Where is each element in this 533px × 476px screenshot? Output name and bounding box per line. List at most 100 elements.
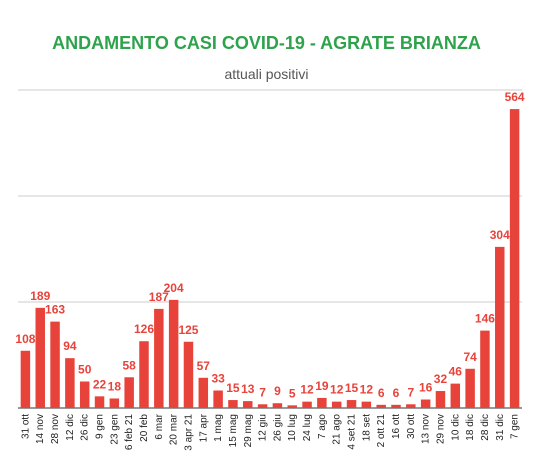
bar xyxy=(272,403,283,408)
x-tick-label: 2 ott 21 xyxy=(376,414,387,448)
gridlines xyxy=(18,89,522,409)
bar xyxy=(391,404,401,408)
bar xyxy=(361,401,372,408)
x-tick-label: 24 lug xyxy=(302,414,313,441)
x-tick-label: 10 lug xyxy=(287,414,298,441)
bar xyxy=(35,307,45,408)
x-tick-label: 29 mag xyxy=(243,414,254,447)
x-tick-label: 30 ott xyxy=(406,414,417,439)
x-tick-label: 26 giu xyxy=(272,414,283,441)
bar xyxy=(302,401,312,408)
bar xyxy=(109,398,120,408)
data-label: 15 xyxy=(226,381,240,395)
chart-subtitle: attuali positivi xyxy=(224,66,309,82)
data-label: 12 xyxy=(360,383,374,397)
data-label: 19 xyxy=(315,379,329,393)
x-tick-label: 20 feb xyxy=(139,414,150,442)
bar xyxy=(435,391,446,408)
bar xyxy=(257,404,268,408)
data-label: 163 xyxy=(45,303,65,317)
data-label: 32 xyxy=(434,372,448,386)
data-label: 6 xyxy=(378,386,385,400)
data-label: 108 xyxy=(15,332,35,346)
bar xyxy=(465,368,475,408)
chart-title: ANDAMENTO CASI COVID-19 - AGRATE BRIANZA xyxy=(52,33,481,53)
x-tick-label: 28 nov xyxy=(50,414,61,444)
bar xyxy=(228,400,238,408)
x-tick-label: 18 set xyxy=(361,414,372,441)
bar xyxy=(50,321,60,408)
bar xyxy=(213,390,223,408)
data-label: 18 xyxy=(108,379,122,393)
x-tick-labels: 31 ott 14 nov 28 nov 12 dic 26 dic 9 gen 23 ge… xyxy=(20,413,520,450)
data-label: 304 xyxy=(490,228,510,242)
data-label: 146 xyxy=(475,312,495,326)
x-tick-label: 12 dic xyxy=(65,414,76,441)
data-label: 187 xyxy=(149,290,169,304)
data-label: 189 xyxy=(30,289,50,303)
bar xyxy=(79,381,90,408)
x-tick-label: 20 mar xyxy=(169,413,180,445)
x-tick-label: 10 dic xyxy=(450,414,461,441)
x-tick-label: 31 ott xyxy=(20,414,31,439)
data-label: 126 xyxy=(134,322,154,336)
x-tick-label: 16 ott xyxy=(391,414,402,439)
x-tick-label: 7 ago xyxy=(317,414,328,439)
data-label: 22 xyxy=(93,377,107,391)
bar xyxy=(331,401,342,408)
data-label: 125 xyxy=(178,323,198,337)
bar xyxy=(94,396,105,408)
data-label: 33 xyxy=(211,372,225,386)
data-label: 564 xyxy=(505,90,525,104)
x-tick-label: 9 gen xyxy=(95,414,106,439)
x-tick-label: 15 mag xyxy=(228,414,239,447)
bar xyxy=(406,404,416,408)
data-label: 12 xyxy=(300,383,314,397)
bar xyxy=(317,397,327,408)
bar xyxy=(139,341,149,408)
x-tick-label: 17 apr xyxy=(198,413,209,442)
bar xyxy=(183,341,194,408)
x-tick-label: 29 nov xyxy=(435,414,446,444)
x-tick-label: 1 mag xyxy=(213,414,224,442)
bar xyxy=(376,404,386,408)
data-label: 57 xyxy=(197,359,211,373)
data-label: 13 xyxy=(241,382,255,396)
bar xyxy=(346,400,357,408)
data-label: 5 xyxy=(289,386,296,400)
bar xyxy=(287,405,297,408)
data-label: 12 xyxy=(330,383,344,397)
x-tick-label: 28 dic xyxy=(480,414,491,441)
x-tick-label: 12 giu xyxy=(258,414,269,441)
x-tick-label: 18 dic xyxy=(465,414,476,441)
data-label: 94 xyxy=(63,339,77,353)
x-tick-label: 26 dic xyxy=(80,414,91,441)
data-label: 6 xyxy=(393,386,400,400)
data-label: 7 xyxy=(407,385,414,399)
x-tick-label: 6 mar xyxy=(154,413,165,439)
bar xyxy=(154,308,164,408)
bar xyxy=(495,246,505,408)
bar xyxy=(480,330,490,408)
data-label: 74 xyxy=(463,350,477,364)
bar xyxy=(450,383,461,408)
x-tick-label: 23 gen xyxy=(109,414,120,445)
bar xyxy=(65,358,75,408)
data-label: 7 xyxy=(259,385,266,399)
data-label: 9 xyxy=(274,384,281,398)
bar xyxy=(124,377,134,408)
bar xyxy=(243,401,253,408)
x-tick-label: 7 gen xyxy=(510,414,521,439)
bar xyxy=(420,399,431,408)
data-label: 204 xyxy=(164,281,184,295)
x-tick-label: 4 set 21 xyxy=(347,414,358,450)
x-tick-label: 6 feb 21 xyxy=(124,414,135,451)
x-tick-label: 14 nov xyxy=(35,414,46,444)
data-label: 15 xyxy=(345,381,359,395)
data-label: 16 xyxy=(419,381,433,395)
data-label: 58 xyxy=(122,358,136,372)
bars xyxy=(20,109,520,408)
data-label: 50 xyxy=(78,363,92,377)
